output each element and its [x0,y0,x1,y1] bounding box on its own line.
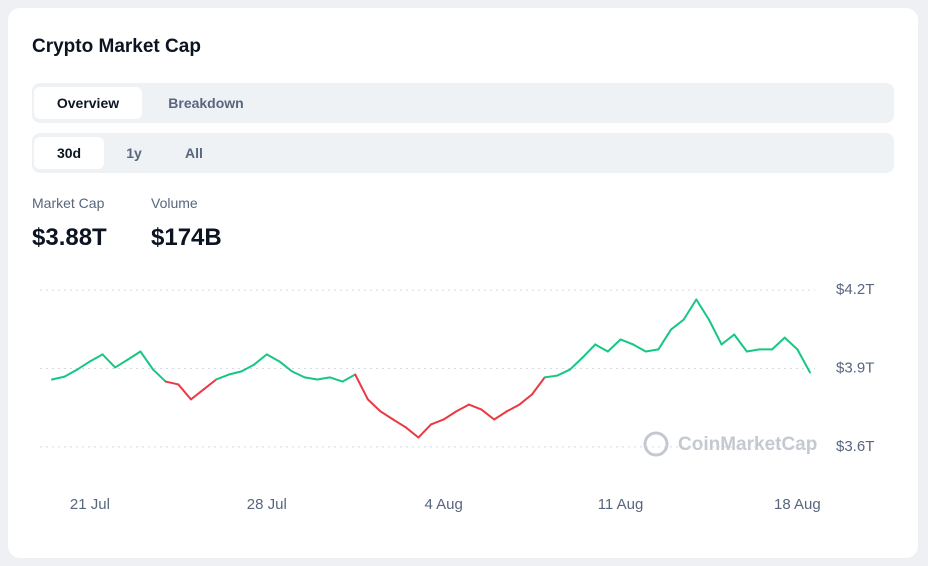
line-segment [227,370,243,376]
line-segment [328,376,344,383]
stat-label: Market Cap [32,195,105,211]
line-segment [152,368,167,383]
line-segment [278,360,294,373]
line-segment [303,376,319,381]
line-segment [265,353,281,363]
card-title: Crypto Market Cap [32,36,201,57]
line-segment [594,343,609,353]
y-tick-label: $3.9T [836,359,874,376]
x-tick-label: 18 Aug [774,496,821,513]
line-segment [341,373,357,383]
view-tabs: Overview Breakdown [32,83,894,123]
x-tick-label: 4 Aug [424,496,462,513]
line-segment [139,350,155,371]
line-segment [177,383,192,401]
line-segment [316,376,331,381]
line-segment [114,358,129,369]
watermark-logo [643,431,669,457]
y-tick-label: $4.2T [836,281,874,298]
tab[interactable]: Overview [34,87,142,119]
line-segment [771,336,786,351]
line-segment [707,318,723,346]
line-segment [619,338,635,346]
line-segment [76,360,91,371]
line-segment [291,370,306,379]
line-segment [430,418,445,426]
line-segment [88,353,104,363]
line-segment [379,410,395,421]
line-segment [505,403,521,413]
line-segment [417,423,432,439]
line-segment [455,403,470,413]
line-segment [568,356,584,371]
line-segment [366,398,382,413]
line-segment [733,333,748,353]
card: Crypto Market Cap Overview Breakdown 30d… [8,8,918,558]
x-tick-label: 11 Aug [598,496,644,513]
line-segment [670,318,685,331]
period-tabs: 30d 1y All [32,133,894,173]
line-segment [442,410,458,421]
x-tick-label: 21 Jul [70,496,110,513]
line-segment [644,348,660,353]
line-segment [164,380,180,386]
line-segment [606,338,622,353]
stat-value: $3.88T [32,224,107,251]
line-segment [63,368,79,378]
line-segment [392,418,407,429]
line-segment [657,328,673,351]
x-tick-label: 28 Jul [247,496,287,513]
line-segment [493,410,508,421]
line-segment [354,373,369,401]
line-segment [556,368,571,377]
tab[interactable]: Breakdown [168,95,244,111]
line-segment [189,388,205,401]
line-segment [480,408,496,421]
line-segment [796,348,811,374]
period-tab[interactable]: 1y [126,145,142,161]
line-segment [695,298,710,321]
period-tab[interactable]: 30d [34,137,104,169]
line-segment [467,403,483,411]
period-tab[interactable]: All [185,145,203,161]
line-segment [404,426,420,439]
line-segment [51,375,66,381]
line-segment [518,393,534,406]
line-segment [253,353,268,366]
line-segment [682,298,698,321]
watermark: CoinMarketCap [678,434,817,455]
line-segment [126,350,142,361]
line-segment [581,343,597,359]
line-segment [543,374,559,379]
line-segment [202,378,218,391]
stat-label: Volume [151,195,198,211]
line-segment [531,376,546,396]
stat-value: $174B [151,224,222,251]
line-segment [745,348,761,353]
line-segment [101,353,117,369]
line-segment [783,336,799,351]
y-tick-label: $3.6T [836,438,874,455]
line-segment [215,373,230,381]
line-segment [632,343,647,353]
line-segment [720,333,736,346]
line-segment [240,363,256,373]
